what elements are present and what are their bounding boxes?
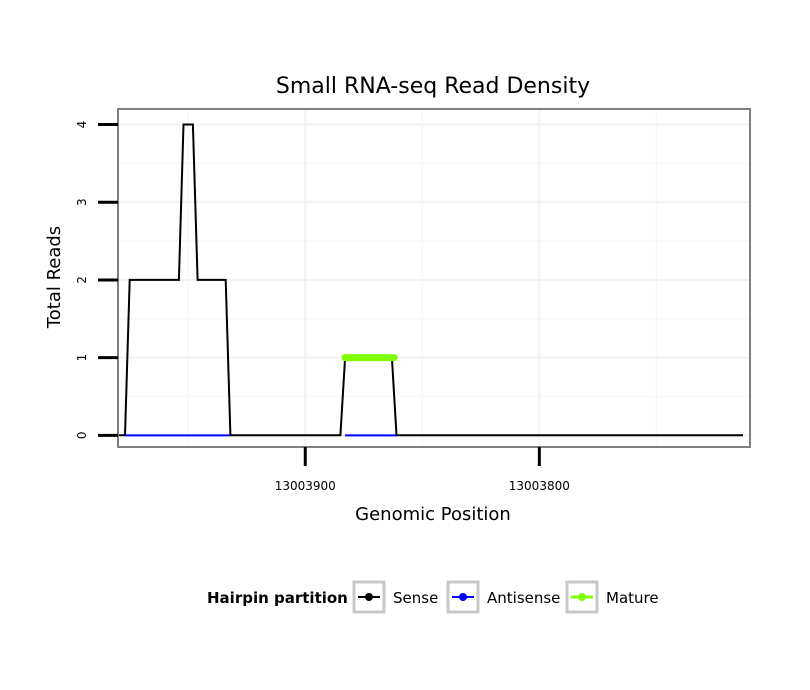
legend-title: Hairpin partition bbox=[207, 589, 348, 607]
legend-key-mature bbox=[565, 580, 599, 614]
x-axis-title: Genomic Position bbox=[355, 504, 511, 525]
legend-label-mature: Mature bbox=[606, 589, 659, 607]
chart-title: Small RNA-seq Read Density bbox=[276, 74, 590, 99]
y-axis: 0 1 2 3 4 bbox=[75, 121, 118, 439]
grid-lines bbox=[118, 109, 750, 447]
x-tick-label: 13003800 bbox=[509, 479, 570, 493]
plot-border bbox=[117, 108, 751, 448]
x-tick-label: 13003900 bbox=[275, 479, 336, 493]
y-tick-label: 0 bbox=[75, 431, 89, 439]
y-tick-label: 4 bbox=[75, 121, 89, 129]
legend: Hairpin partition Sense Antisense Mature bbox=[207, 580, 659, 614]
series-lines bbox=[118, 123, 743, 437]
legend-dot-antisense bbox=[459, 593, 467, 601]
x-axis: 13003900 13003800 bbox=[275, 447, 570, 493]
plot-background bbox=[118, 109, 750, 447]
y-axis-title: Total Reads bbox=[44, 226, 65, 329]
legend-dot-sense bbox=[365, 593, 373, 601]
legend-dot-mature bbox=[578, 593, 586, 601]
y-tick-label: 1 bbox=[75, 354, 89, 362]
legend-label-sense: Sense bbox=[393, 589, 438, 607]
y-tick-label: 3 bbox=[75, 198, 89, 206]
y-tick-label: 2 bbox=[75, 276, 89, 284]
legend-label-antisense: Antisense bbox=[487, 589, 560, 607]
